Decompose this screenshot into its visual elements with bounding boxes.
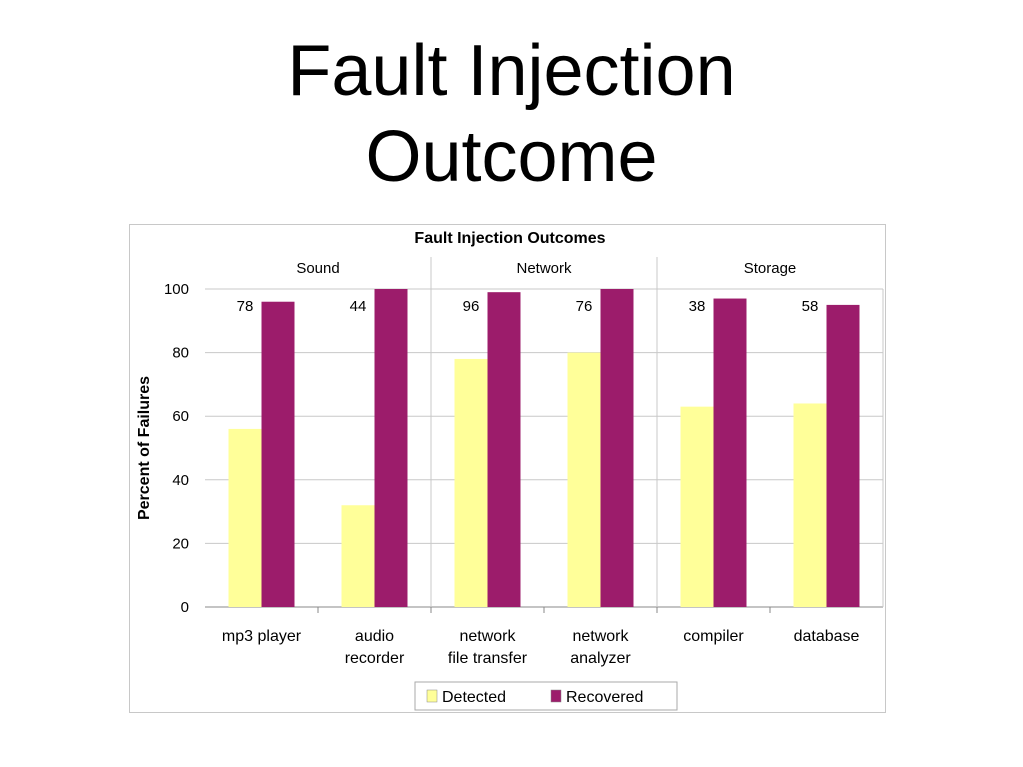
bar-detected (567, 352, 601, 607)
bar-detected (228, 428, 262, 607)
x-tick-label: network (572, 628, 629, 645)
legend-label-detected: Detected (442, 689, 506, 706)
x-tick-label: database (794, 628, 860, 645)
bar-recovered (600, 289, 634, 607)
x-tick-label: compiler (683, 628, 744, 645)
x-tick-label: audio (355, 628, 394, 645)
slide-title: Fault Injection Outcome (0, 28, 1023, 200)
data-label: 58 (802, 298, 819, 315)
bar-detected (341, 505, 375, 607)
y-tick-label: 40 (172, 472, 189, 489)
bar-chart: Fault Injection Outcomes 0 20 40 60 80 100 Soun… (136, 230, 884, 711)
slide-title-line2: Outcome (365, 117, 658, 197)
slide-title-line1: Fault Injection (287, 31, 736, 111)
y-axis-label: Percent of Failures (136, 376, 153, 520)
bar-recovered (261, 301, 295, 607)
bar-recovered (374, 289, 408, 607)
x-tick-label: network (459, 628, 516, 645)
legend-box (414, 681, 678, 711)
group-label-storage: Storage (744, 260, 797, 277)
legend-swatch-recovered (550, 689, 562, 703)
y-tick-label: 0 (181, 599, 189, 616)
data-label: 76 (576, 298, 593, 315)
group-label-sound: Sound (296, 260, 339, 277)
data-label: 78 (237, 298, 254, 315)
bar-recovered (826, 304, 860, 607)
x-tick-label: analyzer (570, 650, 631, 667)
bar-detected (454, 358, 488, 607)
legend-swatch-detected (426, 689, 438, 703)
bar-recovered (487, 292, 521, 607)
bar-detected (793, 403, 827, 607)
y-tick-label: 60 (172, 408, 189, 425)
y-tick-label: 100 (164, 281, 189, 298)
bar-detected (680, 406, 714, 607)
bar-recovered (713, 298, 747, 607)
chart-title: Fault Injection Outcomes (414, 230, 605, 247)
y-tick-label: 20 (172, 535, 189, 552)
x-tick-label: file transfer (448, 650, 528, 667)
data-label: 44 (350, 298, 367, 315)
x-tick-label: mp3 player (222, 628, 302, 645)
data-label: 38 (689, 298, 706, 315)
x-tick-label: recorder (345, 650, 405, 667)
data-label: 96 (463, 298, 480, 315)
legend-label-recovered: Recovered (566, 689, 643, 706)
chart-frame: Fault Injection Outcomes 0 20 40 60 80 100 Soun… (129, 224, 886, 713)
y-tick-label: 80 (172, 345, 189, 362)
group-label-network: Network (516, 260, 572, 277)
